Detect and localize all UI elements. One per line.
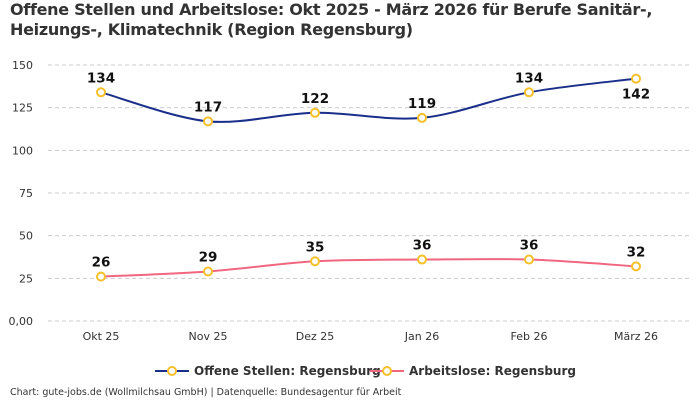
y-tick-label: 25 [19, 272, 33, 285]
data-point [203, 116, 213, 127]
data-label: 26 [92, 255, 111, 271]
series-line [100, 258, 637, 278]
data-label: 35 [306, 239, 325, 255]
data-point [631, 73, 641, 84]
series-line [100, 77, 637, 123]
data-point [310, 256, 320, 267]
x-tick-label: Dez 25 [296, 330, 335, 343]
legend-label: Offene Stellen: Regensburg [194, 364, 381, 378]
chart-credit: Chart: gute-jobs.de (Wollmilchsau GmbH) … [10, 387, 402, 398]
data-label: 117 [194, 99, 222, 115]
data-label: 122 [301, 91, 329, 107]
data-label: 134 [87, 70, 115, 86]
y-tick-label: 0,00 [9, 315, 34, 328]
data-label: 29 [199, 250, 218, 266]
data-point [524, 87, 534, 98]
x-tick-label: Okt 25 [83, 330, 120, 343]
data-label: 32 [627, 244, 646, 260]
data-label: 142 [622, 87, 650, 103]
x-tick-label: Feb 26 [511, 330, 548, 343]
data-point [524, 254, 534, 265]
x-tick-label: März 26 [614, 330, 658, 343]
data-label: 36 [413, 238, 432, 254]
data-point [417, 254, 427, 265]
y-tick-label: 125 [12, 102, 33, 115]
data-point [203, 266, 213, 277]
data-label: 36 [520, 238, 539, 254]
y-tick-label: 75 [19, 187, 33, 200]
legend-marker [382, 366, 392, 376]
data-point [96, 87, 106, 98]
data-point [631, 261, 641, 272]
y-tick-label: 50 [19, 230, 33, 243]
y-tick-label: 100 [12, 144, 33, 157]
chart-title: Offene Stellen und Arbeitslose: Okt 2025… [10, 0, 653, 39]
x-tick-label: Nov 25 [189, 330, 228, 343]
x-tick-label: Jan 26 [404, 330, 439, 343]
y-tick-label: 150 [12, 59, 33, 72]
legend-label: Arbeitslose: Regensburg [409, 364, 576, 378]
data-point [310, 107, 320, 118]
data-point [417, 112, 427, 123]
data-label: 119 [408, 96, 436, 112]
legend-marker [167, 366, 177, 376]
data-label: 134 [515, 70, 543, 86]
data-point [96, 271, 106, 282]
